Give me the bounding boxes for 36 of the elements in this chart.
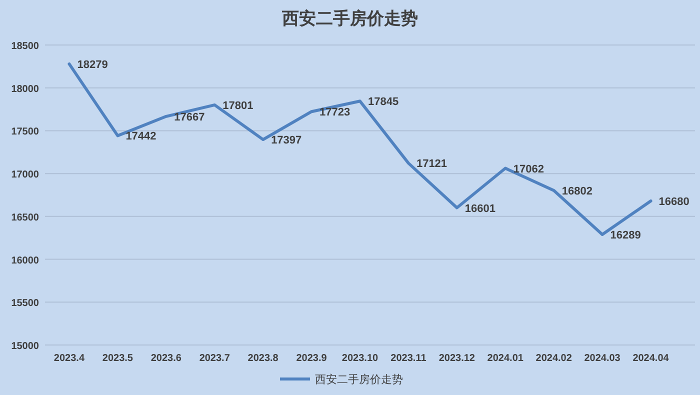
chart-title: 西安二手房价走势: [281, 9, 418, 29]
data-label: 16289: [610, 230, 641, 242]
data-label: 16802: [562, 186, 592, 198]
y-tick-label: 18000: [11, 84, 40, 95]
x-tick-label: 2023.9: [296, 353, 328, 364]
x-tick-label: 2023.11: [390, 353, 427, 364]
legend-label: 西安二手房价走势: [315, 373, 403, 386]
x-tick-label: 2023.7: [199, 353, 230, 364]
x-tick-label: 2023.5: [102, 353, 134, 364]
x-tick-label: 2024.01: [487, 353, 524, 364]
y-tick-label: 16500: [11, 212, 40, 224]
y-tick-label: 15000: [11, 341, 40, 352]
x-tick-label: 2023.6: [150, 353, 182, 364]
data-label: 17397: [271, 134, 302, 147]
data-label: 17801: [222, 100, 254, 112]
x-tick-label: 2023.12: [438, 353, 476, 364]
y-tick-label: 17500: [11, 126, 40, 138]
y-tick-label: 17000: [11, 170, 40, 181]
x-tick-label: 2024.03: [584, 353, 621, 364]
x-tick-label: 2024.04: [632, 353, 670, 364]
x-tick-label: 2023.10: [342, 353, 379, 364]
x-tick-label: 2023.4: [54, 353, 85, 364]
y-tick-label: 16000: [11, 255, 40, 266]
data-label: 18279: [77, 58, 108, 71]
x-tick-label: 2023.8: [248, 353, 279, 364]
data-label: 17667: [174, 111, 205, 124]
y-tick-label: 18500: [11, 41, 40, 52]
x-tick-label: 2024.02: [536, 353, 572, 364]
data-label: 17442: [126, 130, 156, 143]
data-label: 16680: [658, 196, 690, 208]
data-label: 17845: [368, 96, 399, 108]
data-label: 17723: [320, 106, 350, 119]
data-label: 16601: [464, 202, 496, 215]
data-label: 17121: [416, 158, 448, 170]
data-label: 17062: [513, 163, 544, 176]
y-tick-label: 15500: [11, 298, 40, 310]
